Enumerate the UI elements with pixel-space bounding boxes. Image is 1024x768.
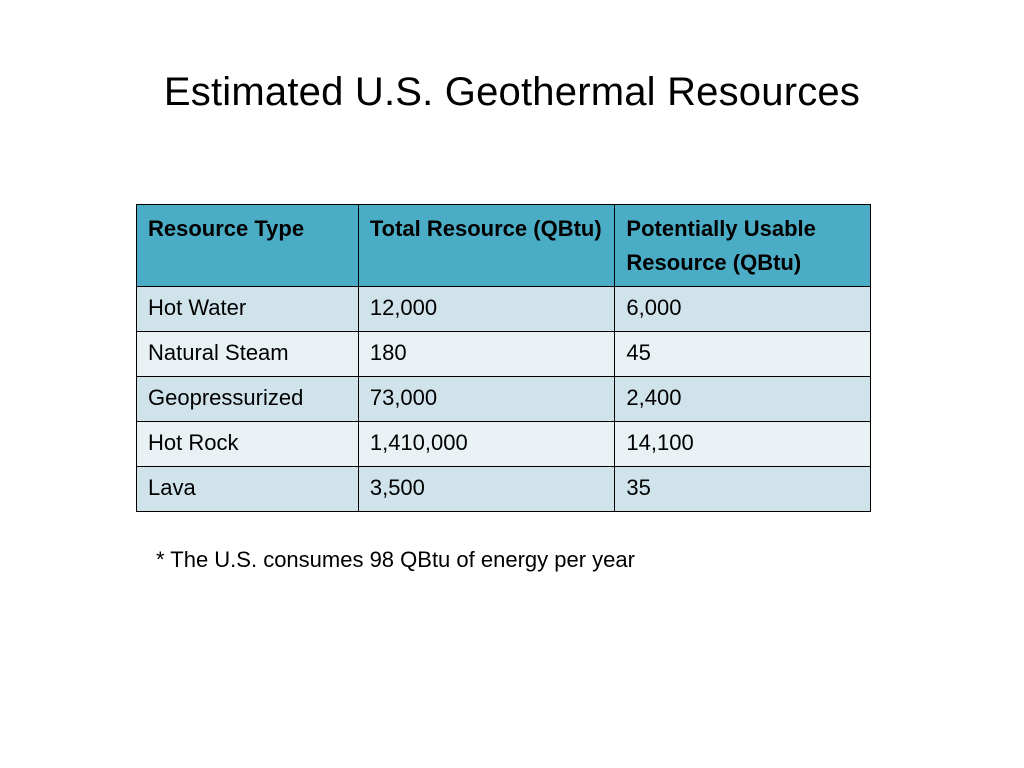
table-row: Hot Water 12,000 6,000 (136, 286, 871, 332)
table-row: Geopressurized 73,000 2,400 (136, 376, 871, 422)
geothermal-resources-table: Resource Type Total Resource (QBtu) Pote… (136, 204, 871, 512)
cell-resource-type: Geopressurized (136, 376, 359, 422)
cell-total-resource: 1,410,000 (357, 421, 616, 467)
cell-usable-resource: 2,400 (614, 376, 871, 422)
header-total-resource: Total Resource (QBtu) (357, 204, 616, 287)
slide-title: Estimated U.S. Geothermal Resources (163, 70, 861, 114)
cell-resource-type: Hot Water (136, 286, 359, 332)
cell-usable-resource: 14,100 (614, 421, 871, 467)
table-header-row: Resource Type Total Resource (QBtu) Pote… (136, 204, 871, 287)
cell-total-resource: 180 (357, 331, 616, 377)
cell-resource-type: Natural Steam (136, 331, 359, 377)
cell-usable-resource: 6,000 (614, 286, 871, 332)
cell-total-resource: 3,500 (357, 466, 616, 512)
cell-usable-resource: 35 (614, 466, 871, 512)
table-row: Lava 3,500 35 (136, 466, 871, 512)
cell-total-resource: 73,000 (357, 376, 616, 422)
header-resource-type: Resource Type (136, 204, 359, 287)
cell-resource-type: Hot Rock (136, 421, 359, 467)
cell-usable-resource: 45 (614, 331, 871, 377)
header-potentially-usable-resource: Potentially Usable Resource (QBtu) (614, 204, 871, 287)
cell-resource-type: Lava (136, 466, 359, 512)
cell-total-resource: 12,000 (357, 286, 616, 332)
table-row: Hot Rock 1,410,000 14,100 (136, 421, 871, 467)
table-row: Natural Steam 180 45 (136, 331, 871, 377)
footnote: * The U.S. consumes 98 QBtu of energy pe… (156, 547, 635, 572)
